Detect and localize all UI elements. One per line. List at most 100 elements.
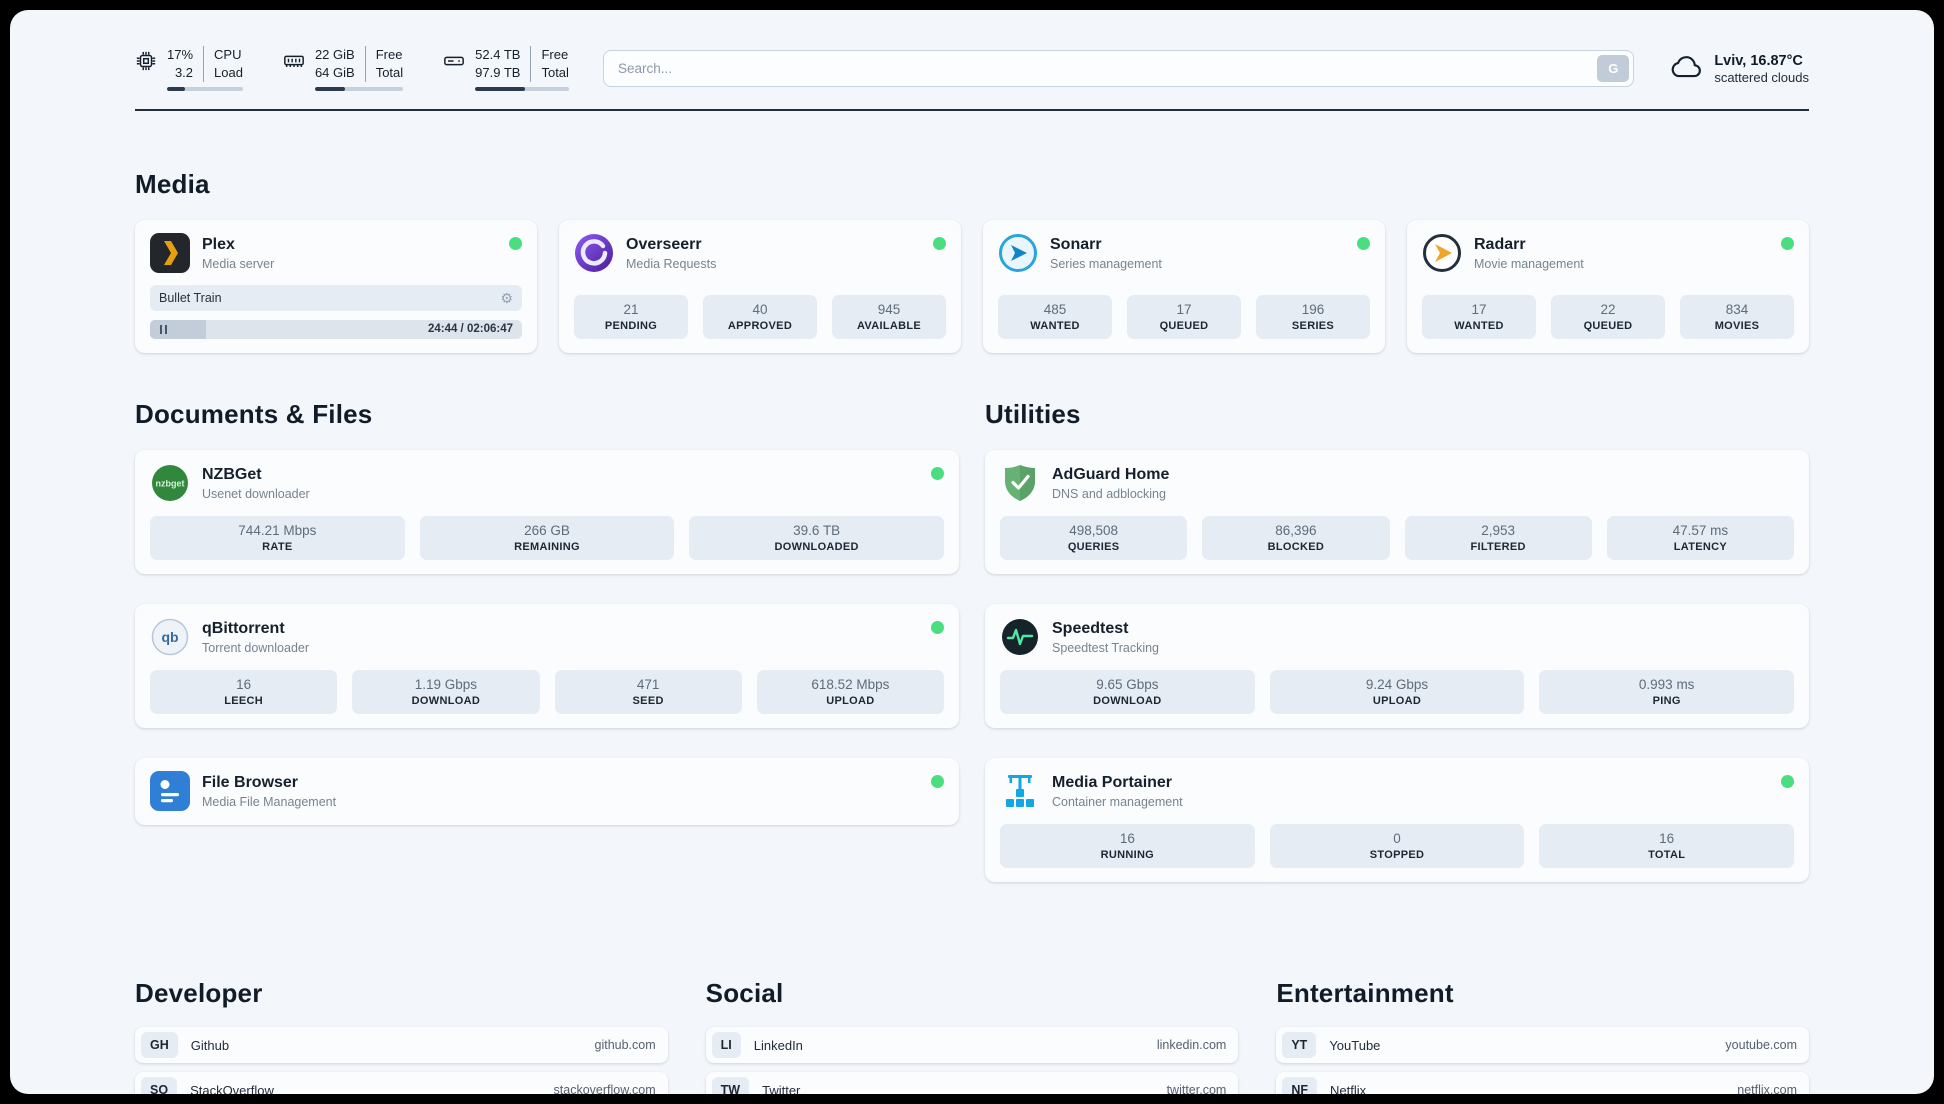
radarr-subtitle: Movie management: [1474, 256, 1584, 271]
nzbget-stat-rate: 744.21 Mbps RATE: [150, 516, 405, 561]
documents-section: Documents & Files nzbget NZBGet Usenet d: [135, 399, 959, 826]
bookmark-youtube[interactable]: YT YouTube youtube.com: [1276, 1027, 1809, 1064]
svg-text:nzbget: nzbget: [156, 479, 185, 489]
cpu-icon: [135, 50, 157, 77]
speedtest-stat-upload: 9.24 Gbps UPLOAD: [1269, 670, 1525, 715]
filebrowser-card[interactable]: File Browser Media File Management: [135, 758, 959, 826]
qbittorrent-stat-upload: 618.52 Mbps UPLOAD: [756, 670, 944, 715]
sonarr-stat-series: 196 SERIES: [1256, 295, 1370, 340]
memory-total-value: 64 GiB: [314, 65, 355, 81]
plex-card[interactable]: Plex Media server Bullet Train ⚙ 24:44 /…: [135, 220, 537, 354]
media-section: Media Plex Media server: [135, 169, 1809, 354]
bookmark-twitter[interactable]: TW Twitter twitter.com: [705, 1072, 1239, 1094]
portainer-name: Media Portainer: [1052, 773, 1173, 791]
adguard-stat-latency: 47.57 ms LATENCY: [1606, 516, 1794, 561]
adguard-subtitle: DNS and adblocking: [1052, 486, 1166, 501]
nzbget-status-dot: [931, 467, 944, 481]
disk-icon: [443, 50, 465, 77]
radarr-status-dot: [1781, 237, 1794, 251]
entertainment-section-title: Entertainment: [1276, 978, 1454, 1009]
weather-location: Lviv, 16.87°C: [1714, 52, 1803, 69]
utilities-section-title: Utilities: [985, 399, 1081, 430]
adguard-icon: [1000, 463, 1040, 503]
overseerr-subtitle: Media Requests: [626, 256, 717, 271]
memory-free-value: 22 GiB: [314, 47, 355, 62]
bookmark-name: Twitter: [762, 1082, 801, 1094]
plex-now-playing: Bullet Train ⚙: [150, 285, 522, 312]
developer-bookmarks: Developer GH Github github.com SO StackO…: [135, 978, 668, 1094]
filebrowser-subtitle: Media File Management: [202, 794, 337, 809]
topbar-divider: [135, 109, 1809, 112]
plex-time: 24:44 / 02:06:47: [427, 323, 513, 336]
bookmark-abbr: SO: [141, 1077, 178, 1094]
bookmark-name: Github: [190, 1037, 230, 1053]
radarr-stat-queued: 22 QUEUED: [1551, 295, 1665, 340]
bookmark-abbr: TW: [711, 1077, 750, 1094]
pause-icon[interactable]: [160, 325, 167, 335]
sonarr-stat-queued: 17 QUEUED: [1127, 295, 1241, 340]
qbittorrent-subtitle: Torrent downloader: [202, 640, 310, 655]
filebrowser-name: File Browser: [202, 773, 299, 791]
qbittorrent-status-dot: [931, 621, 944, 635]
portainer-stat-stopped: 0 STOPPED: [1269, 824, 1525, 869]
cpu-usage-value: 17%: [167, 47, 194, 62]
plex-now-playing-title: Bullet Train: [159, 291, 222, 306]
weather-widget: Lviv, 16.87°C scattered clouds: [1668, 53, 1809, 85]
portainer-subtitle: Container management: [1052, 794, 1183, 809]
overseerr-status-dot: [933, 237, 946, 251]
social-section-title: Social: [705, 978, 784, 1009]
bookmark-stackoverflow[interactable]: SO StackOverflow stackoverflow.com: [135, 1072, 668, 1094]
system-widgets: 17% 3.2 CPU Load: [135, 46, 569, 92]
disk-total-value: 97.9 TB: [475, 65, 521, 81]
bookmark-url: twitter.com: [1166, 1083, 1227, 1094]
memory-widget: 22 GiB 64 GiB Free Total: [283, 46, 404, 92]
qbittorrent-stat-download: 1.19 Gbps DOWNLOAD: [352, 670, 540, 715]
speedtest-card[interactable]: Speedtest Speedtest Tracking 9.65 Gbps D…: [985, 604, 1809, 729]
nzbget-card[interactable]: nzbget NZBGet Usenet downloader 744.21 M…: [135, 450, 959, 575]
bookmark-abbr: NF: [1282, 1077, 1317, 1094]
memory-free-label: Free: [375, 47, 403, 62]
bookmark-github[interactable]: GH Github github.com: [135, 1027, 668, 1064]
bookmark-name: LinkedIn: [753, 1037, 803, 1053]
cpu-load-value: 3.2: [174, 65, 194, 81]
bookmark-linkedin[interactable]: LI LinkedIn linkedin.com: [705, 1027, 1239, 1064]
dashboard-page: 17% 3.2 CPU Load: [10, 10, 1934, 1094]
plex-status-dot: [509, 237, 522, 251]
radarr-card[interactable]: Radarr Movie management 17 WANTED 22 QUE…: [1407, 220, 1809, 354]
bookmark-abbr: YT: [1282, 1032, 1317, 1059]
overseerr-card[interactable]: Overseerr Media Requests 21 PENDING 40 A…: [559, 220, 961, 354]
adguard-stat-queries: 498,508 QUERIES: [1000, 516, 1188, 561]
bookmark-abbr: GH: [141, 1032, 178, 1059]
entertainment-bookmarks: Entertainment YT YouTube youtube.com NF …: [1276, 978, 1809, 1094]
disk-total-label: Total: [541, 65, 569, 81]
qbittorrent-icon: qb: [150, 617, 190, 657]
radarr-stat-movies: 834 MOVIES: [1680, 295, 1794, 340]
bookmark-url: stackoverflow.com: [553, 1083, 656, 1094]
sonarr-card[interactable]: Sonarr Series management 485 WANTED 17 Q…: [983, 220, 1385, 354]
adguard-card[interactable]: AdGuard Home DNS and adblocking 498,508 …: [985, 450, 1809, 575]
adguard-name: AdGuard Home: [1052, 465, 1170, 483]
disk-free-value: 52.4 TB: [475, 47, 521, 62]
documents-section-title: Documents & Files: [135, 399, 373, 430]
qbittorrent-card[interactable]: qb qBittorrent Torrent downloader 16 LEE…: [135, 604, 959, 729]
search-input[interactable]: [602, 50, 1635, 88]
overseerr-stat-approved: 40 APPROVED: [703, 295, 817, 340]
bookmark-url: github.com: [594, 1038, 656, 1053]
qbittorrent-stat-leech: 16 LEECH: [150, 670, 338, 715]
search-bar: G: [602, 50, 1635, 88]
search-button[interactable]: G: [1597, 55, 1630, 83]
bookmark-url: youtube.com: [1725, 1038, 1797, 1053]
plex-progress-bar[interactable]: 24:44 / 02:06:47: [150, 320, 522, 340]
gear-icon[interactable]: ⚙: [500, 290, 513, 307]
nzbget-subtitle: Usenet downloader: [202, 486, 310, 501]
bookmark-abbr: LI: [711, 1032, 741, 1059]
radarr-stat-wanted: 17 WANTED: [1422, 295, 1536, 340]
bookmark-url: linkedin.com: [1156, 1038, 1227, 1053]
qbittorrent-name: qBittorrent: [202, 619, 285, 637]
bookmark-url: netflix.com: [1737, 1083, 1797, 1094]
speedtest-stat-ping: 0.993 ms PING: [1539, 670, 1795, 715]
plex-name: Plex: [202, 235, 235, 253]
adguard-stat-filtered: 2,953 FILTERED: [1404, 516, 1592, 561]
bookmark-netflix[interactable]: NF Netflix netflix.com: [1276, 1072, 1809, 1094]
portainer-card[interactable]: Media Portainer Container management 16 …: [985, 758, 1809, 883]
